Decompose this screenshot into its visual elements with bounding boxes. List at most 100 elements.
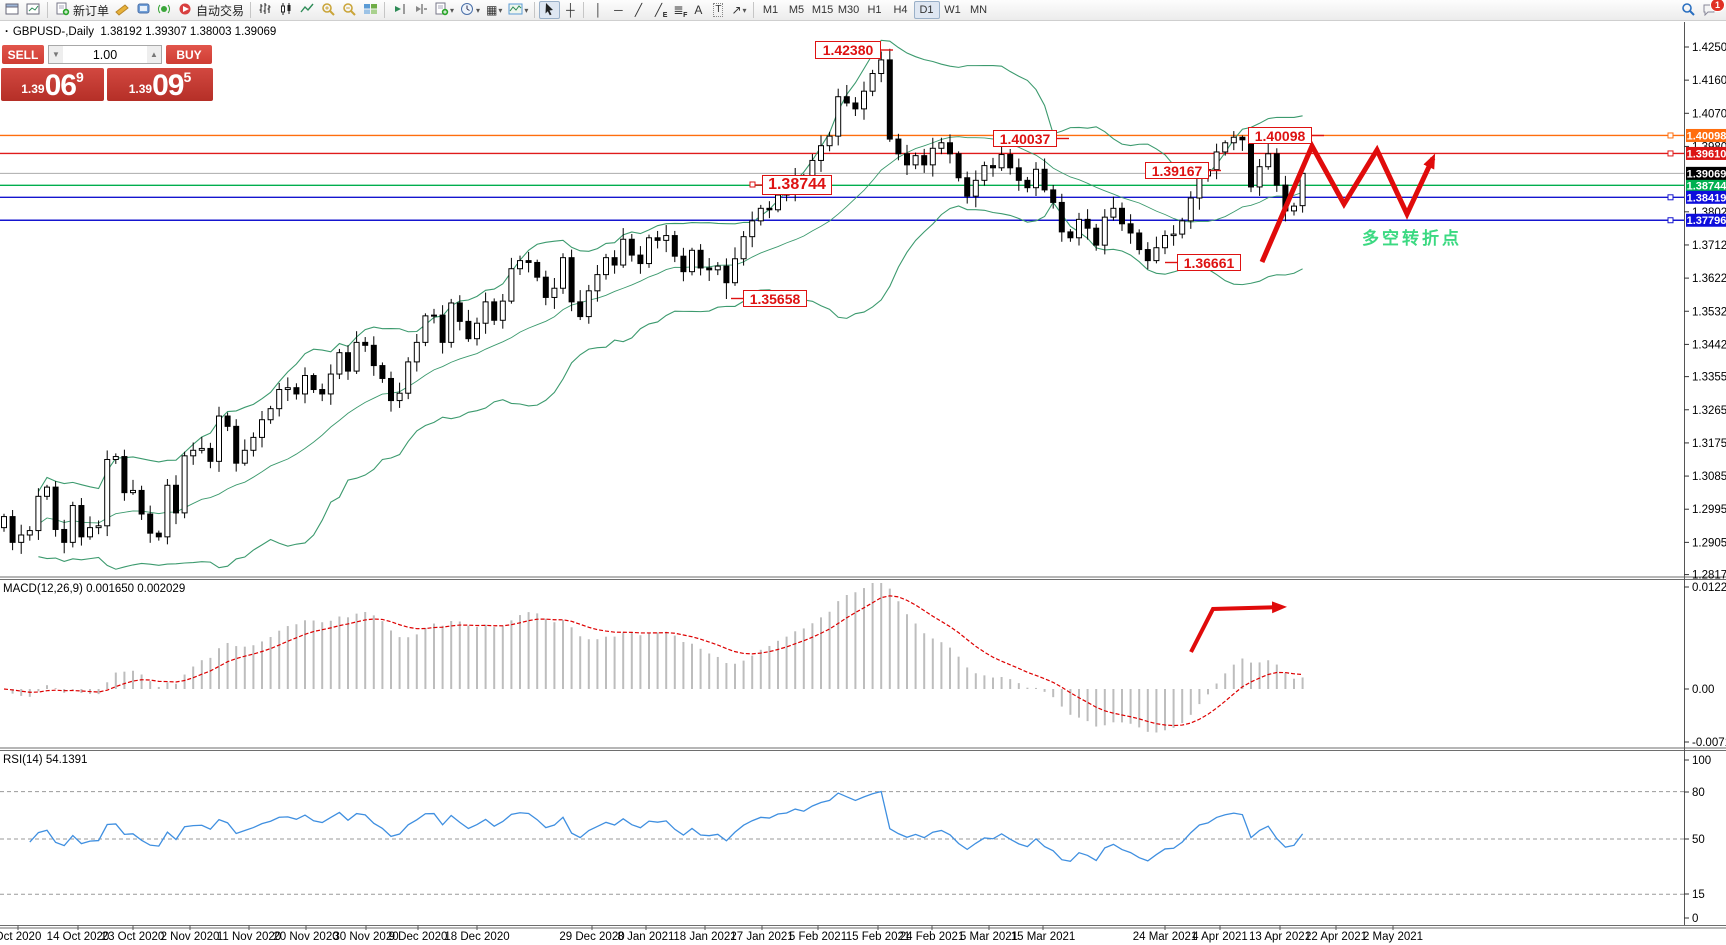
svg-text:24 Feb 2021: 24 Feb 2021: [900, 931, 965, 943]
zoom-out-button[interactable]: [339, 1, 360, 19]
cursor-button[interactable]: [539, 1, 561, 19]
price-annotation-label[interactable]: 1.40098: [1248, 127, 1312, 144]
tf-d1[interactable]: D1: [913, 1, 940, 19]
tf-h4[interactable]: H4: [893, 4, 908, 16]
tf-w1[interactable]: W1: [944, 4, 961, 16]
volume-down-button[interactable]: ▼: [49, 46, 63, 63]
price-axis: 1.425001.416001.407001.398001.380251.371…: [1684, 42, 1726, 582]
line-anchor-marker[interactable]: [1667, 194, 1674, 201]
toolbar-separator: [752, 2, 754, 18]
dropdown-caret-icon: ▾: [524, 5, 529, 15]
bar-chart-button[interactable]: [255, 1, 276, 19]
price-annotation-label[interactable]: 1.39167: [1145, 162, 1209, 179]
chat-button[interactable]: 1: [1699, 0, 1725, 19]
svg-text:2 May 2021: 2 May 2021: [1363, 931, 1423, 943]
buy-price-display[interactable]: 1.39 09 5: [107, 68, 213, 101]
tf-m5[interactable]: M5: [788, 4, 805, 16]
label-anchor-marker[interactable]: [749, 181, 756, 188]
terminal-icon-icon: [136, 2, 151, 19]
sell-button[interactable]: SELL: [2, 45, 44, 64]
new-order-button[interactable]: 新订单: [52, 1, 112, 19]
terminal-icon[interactable]: [133, 1, 154, 19]
volume-value[interactable]: 1.00: [92, 47, 118, 62]
text-button[interactable]: A: [688, 1, 708, 19]
autotrading-button[interactable]: 自动交易: [175, 1, 247, 19]
volume-up-button[interactable]: ▲: [147, 46, 161, 63]
new-chart-button-icon: [434, 2, 449, 19]
autotrading-button-label: 自动交易: [196, 3, 245, 18]
notification-badge: 1: [1709, 0, 1725, 12]
turning-point-note[interactable]: 多空转折点: [1362, 229, 1462, 248]
arrows-button-icon: ↗: [731, 3, 742, 17]
svg-text:1.29950: 1.29950: [1692, 504, 1726, 516]
tile-windows-button[interactable]: [360, 1, 381, 19]
metaeditor-icon[interactable]: [112, 1, 133, 19]
channel-button[interactable]: ╱ E: [654, 3, 668, 19]
line-anchor-marker[interactable]: [1667, 150, 1674, 157]
trend-arrow[interactable]: [1189, 601, 1287, 653]
indicators-button[interactable]: ▾: [505, 1, 531, 19]
search-button[interactable]: [1678, 1, 1699, 19]
line-chart-button[interactable]: [297, 1, 318, 19]
svg-text:1.37796: 1.37796: [1687, 215, 1726, 227]
svg-text:1.30850: 1.30850: [1692, 471, 1726, 483]
svg-text:5 Feb 2021: 5 Feb 2021: [789, 931, 847, 943]
dropdown-caret-icon: ▾: [498, 5, 503, 15]
chart-window-icon[interactable]: [2, 1, 23, 19]
svg-text:1.42500: 1.42500: [1692, 42, 1726, 54]
crosshair-button[interactable]: ┼: [560, 1, 580, 19]
macd-indicator: [3, 583, 1304, 733]
trend-arrow[interactable]: [1259, 140, 1436, 263]
price-annotation-label[interactable]: 1.36661: [1177, 254, 1241, 271]
fibonacci-button[interactable]: ≣ F: [673, 3, 688, 19]
svg-text:80: 80: [1692, 787, 1705, 799]
price-annotation-label[interactable]: 1.38744: [762, 175, 832, 195]
arrows-button[interactable]: ↗ ▾: [728, 1, 749, 19]
horizontal-lines: [0, 132, 1684, 224]
svg-text:8 Jan 2021: 8 Jan 2021: [618, 931, 675, 943]
tf-m30[interactable]: M30: [837, 4, 860, 16]
price-annotation-label[interactable]: 1.35658: [743, 290, 807, 307]
candlestick-chart-button[interactable]: [276, 1, 297, 19]
signals-icon[interactable]: [154, 1, 175, 19]
buy-price-main: 09: [152, 69, 184, 102]
metaeditor-icon-icon: [115, 2, 130, 19]
channel-button-icon: ╱: [654, 3, 663, 17]
macd-signal-line: [3, 595, 1303, 727]
svg-text:27 Jan 2021: 27 Jan 2021: [730, 931, 793, 943]
svg-text:Oct 2020: Oct 2020: [0, 931, 41, 943]
toolbar: 新订单 自动交易 ▾ ▾ ▦ ▾ ▾ ┼ │ ─ ╱ ╱ E ≣ F A T ↗ ▾ M1 M5 M15 M30 H1 H4 D1…: [0, 0, 1726, 21]
horizontal-line-button[interactable]: ─: [608, 1, 628, 19]
one-click-trading-panel: SELL ▼ 1.00 ▲ BUY 1.39 06 9 1.39 09 5: [0, 44, 214, 101]
templates-button[interactable]: ▦ ▾: [483, 1, 505, 19]
price-annotation-label[interactable]: 1.42380: [815, 41, 881, 59]
buy-price-pip: 5: [183, 69, 192, 85]
auto-scroll-button[interactable]: [389, 1, 410, 19]
text-label-button[interactable]: T: [708, 1, 728, 19]
buy-button[interactable]: BUY: [166, 45, 212, 64]
line-anchor-marker[interactable]: [1667, 132, 1674, 139]
sell-price-display[interactable]: 1.39 06 9: [1, 68, 104, 101]
dropdown-caret-icon: ▾: [450, 5, 455, 15]
strategy-tester-icon[interactable]: [23, 1, 44, 19]
horizontal-line-button-icon: ─: [614, 3, 623, 17]
price-annotation-label[interactable]: 1.40037: [993, 130, 1057, 147]
tf-m1[interactable]: M1: [762, 4, 779, 16]
periods-button[interactable]: ▾: [457, 1, 483, 19]
volume-spinner[interactable]: ▼ 1.00 ▲: [48, 45, 162, 64]
new-chart-button[interactable]: ▾: [431, 1, 457, 19]
line-anchor-marker[interactable]: [1667, 217, 1674, 224]
svg-text:20 Nov 2020: 20 Nov 2020: [273, 931, 338, 943]
tf-h1[interactable]: H1: [867, 4, 882, 16]
vertical-line-button[interactable]: │: [588, 1, 608, 19]
trendline-button[interactable]: ╱: [628, 1, 648, 19]
toolbar-separator: [384, 2, 386, 18]
tf-m15[interactable]: M15: [811, 4, 834, 16]
svg-text:1.40098: 1.40098: [1687, 130, 1726, 142]
tf-mn[interactable]: MN: [969, 4, 988, 16]
zoom-in-button[interactable]: [318, 1, 339, 19]
chart-shift-button[interactable]: [410, 1, 431, 19]
annotation-objects[interactable]: [731, 49, 1436, 653]
